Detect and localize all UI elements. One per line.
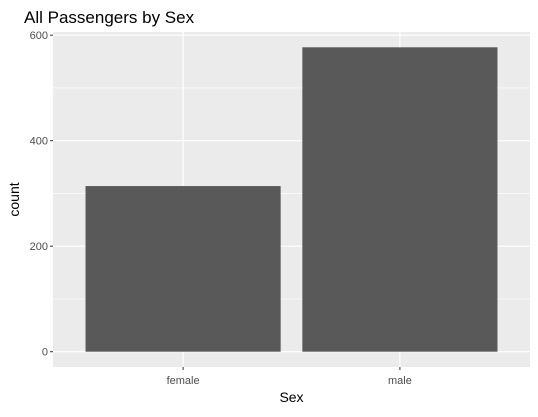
- x-axis: female male: [167, 367, 412, 387]
- x-axis-title: Sex: [279, 389, 303, 405]
- x-tick-label: female: [167, 375, 200, 387]
- bars: [85, 47, 498, 352]
- bar-male: [302, 47, 498, 352]
- bar-female: [85, 186, 281, 352]
- y-tick-label: 0: [42, 347, 48, 359]
- y-tick-label: 600: [30, 30, 48, 42]
- chart-title: All Passengers by Sex: [24, 8, 195, 27]
- y-axis-title: count: [6, 182, 22, 216]
- y-axis: 0 200 400 600: [30, 30, 53, 359]
- y-tick-label: 200: [30, 241, 48, 253]
- x-tick-label: male: [388, 375, 412, 387]
- y-tick-label: 400: [30, 136, 48, 148]
